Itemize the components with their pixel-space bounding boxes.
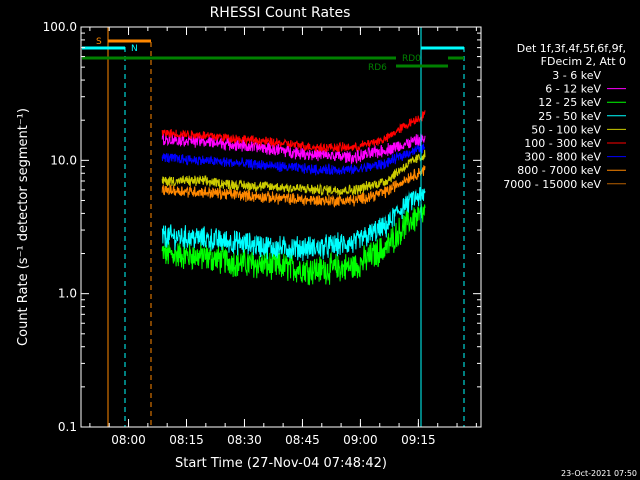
legend-label-0: 3 - 6 keV — [552, 69, 601, 82]
x-axis-label: Start Time (27-Nov-04 07:48:42) — [175, 456, 387, 471]
x-tick-label-3: 08:45 — [285, 433, 320, 447]
annotation-rd6: RD6 — [368, 63, 387, 73]
annotation-s: S — [96, 37, 102, 47]
legend-label-7: 800 - 7000 keV — [517, 164, 601, 177]
legend-label-3: 25 - 50 keV — [538, 110, 601, 123]
y-tick-label-1: 1.0 — [58, 287, 77, 301]
series-line-3 — [161, 186, 426, 262]
x-tick-label-4: 09:00 — [343, 433, 378, 447]
legend-label-5: 100 - 300 keV — [524, 137, 601, 150]
series-line-5 — [161, 110, 426, 153]
series-line-2 — [161, 203, 426, 286]
chart-title: RHESSI Count Rates — [210, 5, 351, 21]
legend-label-6: 300 - 800 keV — [524, 151, 601, 164]
annotation-n: N — [131, 44, 138, 54]
x-axis: 08:00 08:15 08:30 08:45 09:00 09:15 — [89, 27, 477, 447]
series-line-6 — [161, 143, 426, 176]
y-tick-label-3: 100.0 — [43, 20, 77, 34]
series-line-4 — [161, 149, 426, 197]
x-tick-label-2: 08:30 — [227, 433, 262, 447]
y-axis: 0.1 1.0 10.0 100.0 — [43, 20, 481, 434]
x-tick-label-1: 08:15 — [169, 433, 204, 447]
y-tick-label-0: 0.1 — [58, 420, 77, 434]
series-layer — [161, 110, 426, 286]
legend-label-4: 50 - 100 keV — [531, 123, 601, 136]
plot-area: S N RD0 RD6 — [82, 27, 465, 427]
series-line-0 — [161, 169, 426, 230]
annotation-rd0: RD0 — [402, 54, 421, 64]
legend-label-2: 12 - 25 keV — [538, 96, 601, 109]
y-tick-label-2: 10.0 — [50, 153, 77, 167]
legend-header-line-0: Det 1f,3f,4f,5f,6f,9f, — [517, 42, 626, 55]
legend: Det 1f,3f,4f,5f,6f,9f,FDecim 2, Att 03 -… — [503, 42, 626, 191]
series-line-1 — [161, 132, 426, 165]
legend-label-1: 6 - 12 keV — [545, 83, 601, 96]
series-line-7 — [161, 165, 426, 208]
y-axis-label: Count Rate (s⁻¹ detector segment⁻¹) — [16, 108, 31, 346]
x-tick-label-5: 09:15 — [401, 433, 436, 447]
x-tick-label-0: 08:00 — [111, 433, 146, 447]
legend-label-8: 7000 - 15000 keV — [503, 178, 601, 191]
legend-header-line-1: FDecim 2, Att 0 — [541, 55, 626, 68]
plot-frame — [80, 26, 482, 428]
instrument-overlay: S N RD0 RD6 — [82, 27, 465, 427]
generated-timestamp: 23-Oct-2021 07:50 — [561, 469, 637, 478]
